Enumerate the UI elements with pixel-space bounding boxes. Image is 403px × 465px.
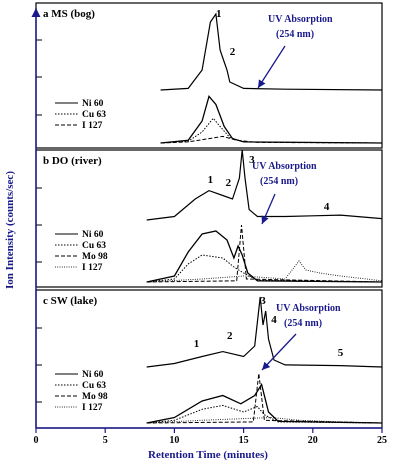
x-tick-label-2: 10: [169, 435, 179, 446]
legend-entry-2-3: I 127: [82, 403, 103, 413]
peak-label-1-3: 4: [324, 201, 330, 213]
icp-trace-2-3: [146, 416, 383, 424]
uv-trace-1: [146, 149, 383, 221]
legend-entry-0-0: Ni 60: [82, 99, 104, 109]
uv-arrow-0: [257, 45, 286, 89]
x-tick-label-0: 0: [34, 435, 39, 446]
x-axis-label: Retention Time (minutes): [148, 449, 268, 461]
icp-trace-2-2: [146, 373, 383, 424]
icp-trace-2-0: [146, 382, 383, 424]
uv-label-2-line1: UV Absorption: [276, 303, 341, 314]
uv-label-0-line1: UV Absorption: [268, 14, 333, 25]
peak-label-2-1: 2: [227, 330, 233, 342]
peak-label-0-0: 1: [216, 8, 222, 20]
legend-entry-1-2: Mo 98: [82, 252, 108, 262]
peak-label-0-1: 2: [230, 46, 236, 58]
x-tick-label-4: 20: [308, 435, 318, 446]
uv-label-0-line2: (254 nm): [276, 29, 314, 40]
uv-label-1-line1: UV Absorption: [252, 161, 317, 172]
legend-entry-2-1: Cu 63: [82, 381, 106, 391]
uv-arrow-2: [261, 333, 297, 371]
panel-title-0: a MS (bog): [43, 8, 95, 20]
x-tick-label-1: 5: [103, 435, 108, 446]
x-axis: 0 5 10 15 20 25: [31, 8, 387, 446]
panel-title-2: c SW (lake): [43, 295, 98, 307]
legend-entry-1-0: Ni 60: [82, 230, 104, 240]
x-tick-label-3: 15: [239, 435, 249, 446]
legend-entry-1-1: Cu 63: [82, 241, 106, 251]
uv-arrow-1: [261, 193, 276, 225]
peak-label-1-1: 2: [226, 177, 232, 189]
panel-title-1: b DO (river): [43, 155, 102, 167]
peak-label-2-2: 3: [260, 295, 266, 307]
legend-entry-2-2: Mo 98: [82, 392, 108, 402]
uv-label-2-line2: (254 nm): [284, 318, 322, 329]
peak-label-2-4: 5: [338, 347, 344, 359]
peak-label-1-2: 3: [249, 154, 255, 166]
icp-trace-1-0: [146, 230, 383, 283]
uv-trace-2: [146, 296, 383, 368]
peak-label-1-0: 1: [208, 174, 214, 186]
icp-trace-1-2: [146, 224, 383, 283]
peak-label-2-0: 1: [194, 338, 200, 350]
icp-trace-0-2: [160, 135, 383, 144]
legend-entry-2-0: Ni 60: [82, 370, 104, 380]
icp-trace-0-1: [160, 117, 383, 144]
icp-trace-0-0: [160, 94, 383, 144]
uv-trace-0: [160, 12, 383, 91]
y-axis-label: Ion Intensity (counts/sec): [4, 171, 16, 289]
icp-trace-1-3: [146, 260, 383, 283]
x-tick-label-5: 25: [377, 435, 387, 446]
legend-entry-0-2: I 127: [82, 121, 103, 131]
peak-label-2-3: 4: [271, 314, 277, 326]
legend-entry-1-3: I 127: [82, 263, 103, 273]
legend-entry-0-1: Cu 63: [82, 110, 106, 120]
uv-label-1-line2: (254 nm): [260, 176, 298, 187]
trace-layer: [146, 12, 383, 424]
icp-trace-2-1: [146, 404, 383, 424]
